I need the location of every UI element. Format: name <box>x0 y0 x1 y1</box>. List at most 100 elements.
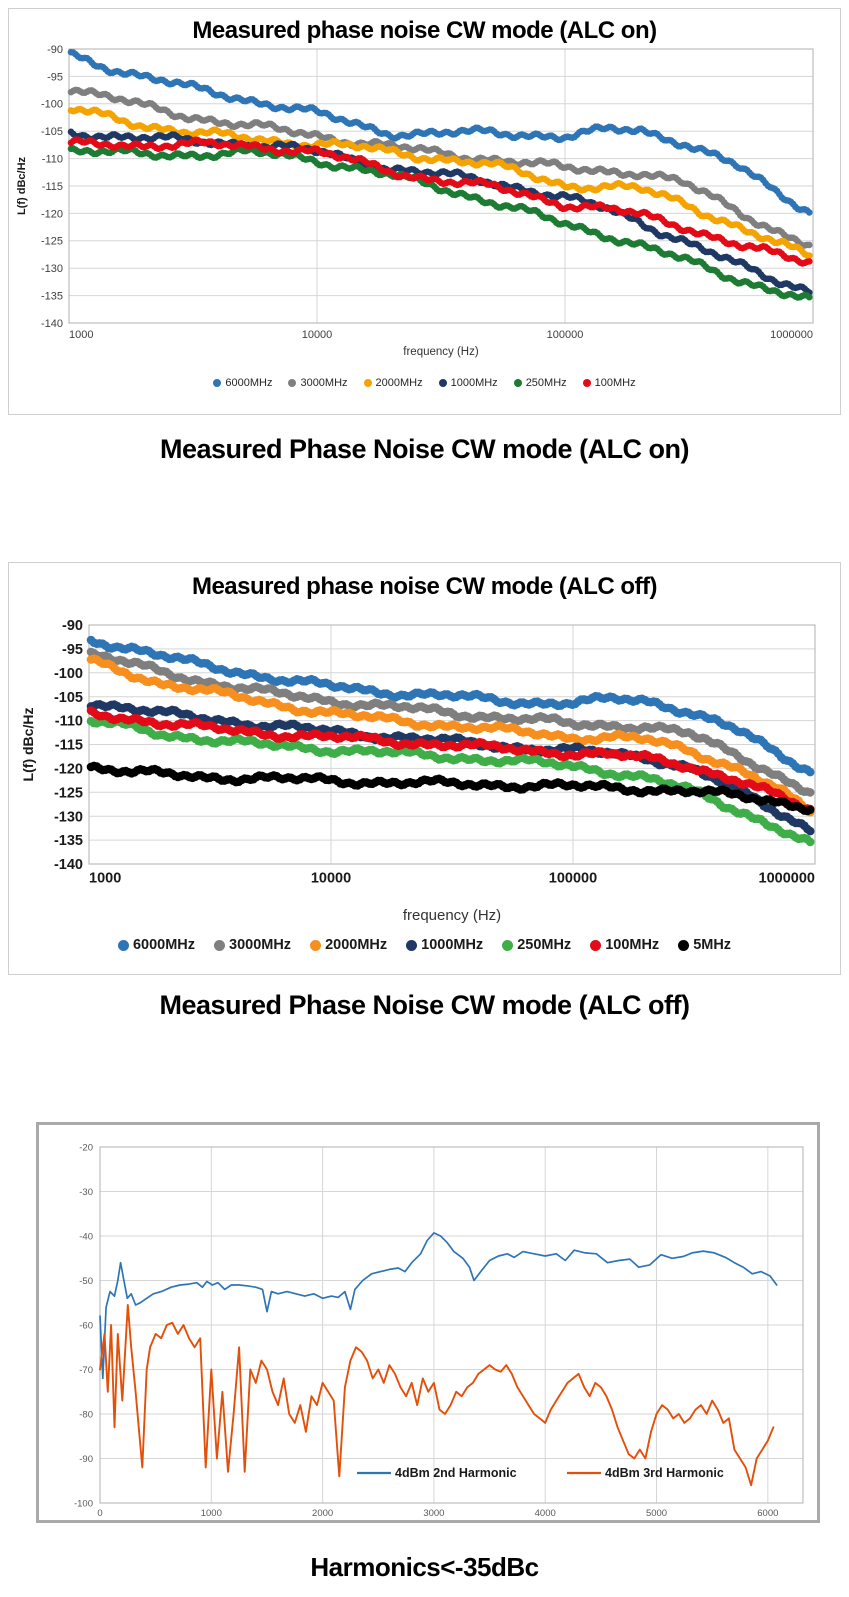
svg-text:-130: -130 <box>54 809 83 825</box>
svg-text:-50: -50 <box>79 1276 93 1287</box>
svg-text:-95: -95 <box>62 642 83 658</box>
svg-text:-110: -110 <box>55 714 83 730</box>
svg-text:-80: -80 <box>79 1409 93 1420</box>
legend-marker <box>310 939 322 951</box>
svg-text:-115: -115 <box>42 181 63 193</box>
svg-text:L(f) dBc/Hz: L(f) dBc/Hz <box>16 156 28 215</box>
legend-label: 1000MHz <box>450 377 498 389</box>
legend-marker <box>678 939 690 951</box>
svg-text:-105: -105 <box>54 690 83 706</box>
alc-on-plot: -90 -95 -100 -105 -110 -115 -120 -125 -130 -135 -1… <box>16 44 814 358</box>
svg-text:-110: -110 <box>42 153 63 165</box>
legend-marker <box>213 379 222 387</box>
svg-text:4dBm 2nd Harmonic: 4dBm 2nd Harmonic <box>395 1466 517 1480</box>
legend-label: 2000MHz <box>325 937 388 953</box>
svg-text:1000: 1000 <box>69 329 93 341</box>
svg-text:6000: 6000 <box>757 1508 778 1519</box>
svg-text:-30: -30 <box>79 1187 93 1198</box>
svg-text:5000: 5000 <box>646 1508 667 1519</box>
legend-label: 3000MHz <box>229 937 292 953</box>
figure-caption-alc-on: Measured Phase Noise CW mode (ALC on) <box>159 434 690 464</box>
legend-item-6000MHz: 6000MHz <box>213 377 272 389</box>
svg-text:L(f) dBc/Hz: L(f) dBc/Hz <box>20 708 36 782</box>
svg-text:-90: -90 <box>47 44 63 56</box>
alc-off-plot: -90 -95 -100 -105 -110 -115 -120 -125 -130 -135 -1… <box>20 618 816 924</box>
legend-marker <box>214 939 225 951</box>
legend-item-1000MHz: 1000MHz <box>406 937 483 953</box>
legend-label: 6000MHz <box>132 937 195 953</box>
legend-label: 5MHz <box>693 937 732 953</box>
svg-text:-90: -90 <box>79 1454 93 1465</box>
svg-text:3000: 3000 <box>423 1508 444 1519</box>
svg-text:-20: -20 <box>79 1142 93 1153</box>
svg-text:1000: 1000 <box>201 1508 222 1519</box>
chart-card-alc-off: -90 -95 -100 -105 -110 -115 -120 -125 -130 -135 -1… <box>8 562 841 975</box>
svg-text:10000: 10000 <box>311 871 351 887</box>
svg-text:-135: -135 <box>54 833 83 849</box>
legend-item-2000MHz: 2000MHz <box>310 937 387 953</box>
legend-marker <box>582 379 591 387</box>
legend-label: 100MHz <box>594 377 636 389</box>
svg-text:-120: -120 <box>54 761 83 777</box>
svg-text:-140: -140 <box>54 857 83 873</box>
legend-label: 250MHz <box>517 937 572 953</box>
figure-caption-alc-off: Measured Phase Noise CW mode (ALC off) <box>159 990 690 1020</box>
legend-item-3000MHz: 3000MHz <box>214 937 291 953</box>
svg-text:4000: 4000 <box>535 1508 556 1519</box>
chart-card-harmonics: -20 -30 -40 -50 -60 -70 -80 -90 -100 0 1000 2000 300… <box>36 1122 820 1523</box>
legend-marker <box>406 939 418 951</box>
legend-marker <box>438 379 447 387</box>
legend-alc-on: 6000MHz 3000MHz 2000MHz 1000MHz 250MHz 100MHz <box>9 377 840 389</box>
legend-marker <box>117 939 129 951</box>
chart-title-alc-on: Measured phase noise CW mode (ALC on) <box>192 17 657 44</box>
svg-text:-105: -105 <box>41 126 63 138</box>
legend-marker <box>363 379 372 387</box>
svg-text:1000000: 1000000 <box>770 329 813 341</box>
harmonics-plot: -20 -30 -40 -50 -60 -70 -80 -90 -100 0 1000 2000 300… <box>74 1142 804 1519</box>
legend-label: 250MHz <box>525 377 567 389</box>
svg-text:100000: 100000 <box>547 329 584 341</box>
svg-text:-140: -140 <box>41 318 63 330</box>
svg-text:-130: -130 <box>41 263 63 275</box>
legend-label: 6000MHz <box>225 377 273 389</box>
svg-text:-115: -115 <box>55 738 83 754</box>
svg-text:-125: -125 <box>41 236 63 248</box>
legend-label: 2000MHz <box>375 377 423 389</box>
legend-item-2000MHz: 2000MHz <box>363 377 423 389</box>
svg-text:-40: -40 <box>79 1231 93 1242</box>
svg-text:-100: -100 <box>41 99 63 111</box>
legend-marker <box>502 939 514 951</box>
svg-text:-70: -70 <box>79 1365 93 1376</box>
legend-label: 3000MHz <box>300 377 348 389</box>
svg-text:10000: 10000 <box>302 329 333 341</box>
legend-item-100MHz: 100MHz <box>590 937 659 953</box>
svg-text:100000: 100000 <box>549 871 597 887</box>
svg-text:2000: 2000 <box>312 1508 333 1519</box>
svg-text:-135: -135 <box>41 290 63 302</box>
legend-item-1000MHz: 1000MHz <box>438 377 498 389</box>
legend-alc-off: 6000MHz 3000MHz 2000MHz 1000MHz 250MHz 100MHz… <box>9 937 840 953</box>
legend-item-100MHz: 100MHz <box>582 377 636 389</box>
svg-text:-100: -100 <box>74 1498 93 1509</box>
svg-text:-95: -95 <box>47 71 63 83</box>
svg-text:0: 0 <box>97 1508 102 1519</box>
legend-marker <box>288 379 297 387</box>
chart-title-alc-off: Measured phase noise CW mode (ALC off) <box>191 573 658 600</box>
legend-marker <box>513 379 522 387</box>
legend-item-6000MHz: 6000MHz <box>117 937 195 953</box>
svg-text:-60: -60 <box>79 1320 93 1331</box>
svg-text:-90: -90 <box>62 618 83 634</box>
legend-label: 100MHz <box>605 937 660 953</box>
legend-item-250MHz: 250MHz <box>502 937 571 953</box>
svg-text:4dBm 3rd Harmonic: 4dBm 3rd Harmonic <box>605 1466 724 1480</box>
legend-marker <box>590 939 602 951</box>
legend-label: 1000MHz <box>421 937 484 953</box>
svg-text:-100: -100 <box>54 666 83 682</box>
chart-card-alc-on: -90 -95 -100 -105 -110 -115 -120 -125 -130 -135 -1… <box>8 8 841 415</box>
legend-item-5MHz: 5MHz <box>678 937 731 953</box>
svg-text:1000: 1000 <box>89 871 121 887</box>
figure-caption-harmonics: Harmonics<-35dBc <box>310 1552 539 1582</box>
legend-item-250MHz: 250MHz <box>513 377 567 389</box>
svg-text:-120: -120 <box>41 208 63 220</box>
